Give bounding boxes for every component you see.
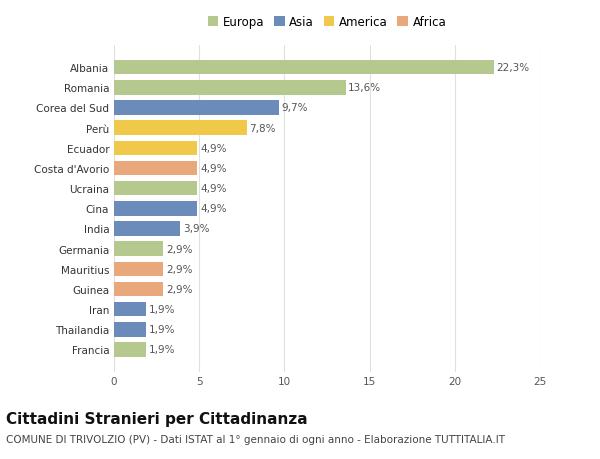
Text: 1,9%: 1,9%: [149, 325, 175, 335]
Bar: [114, 181, 197, 196]
Bar: [114, 61, 494, 75]
Bar: [114, 121, 247, 135]
Text: 4,9%: 4,9%: [200, 184, 227, 194]
Bar: [114, 302, 146, 317]
Text: 7,8%: 7,8%: [250, 123, 276, 133]
Bar: [114, 101, 279, 116]
Bar: [114, 242, 163, 256]
Bar: [114, 262, 163, 276]
Text: 4,9%: 4,9%: [200, 144, 227, 153]
Text: 2,9%: 2,9%: [166, 244, 193, 254]
Bar: [114, 141, 197, 156]
Text: 22,3%: 22,3%: [497, 63, 530, 73]
Bar: [114, 81, 346, 95]
Bar: [114, 202, 197, 216]
Text: 3,9%: 3,9%: [183, 224, 209, 234]
Text: Cittadini Stranieri per Cittadinanza: Cittadini Stranieri per Cittadinanza: [6, 411, 308, 426]
Text: 2,9%: 2,9%: [166, 285, 193, 294]
Bar: [114, 162, 197, 176]
Bar: [114, 282, 163, 297]
Text: 4,9%: 4,9%: [200, 163, 227, 174]
Bar: [114, 322, 146, 337]
Text: 2,9%: 2,9%: [166, 264, 193, 274]
Text: 4,9%: 4,9%: [200, 204, 227, 214]
Text: 9,7%: 9,7%: [282, 103, 308, 113]
Bar: [114, 342, 146, 357]
Legend: Europa, Asia, America, Africa: Europa, Asia, America, Africa: [208, 16, 446, 29]
Text: COMUNE DI TRIVOLZIO (PV) - Dati ISTAT al 1° gennaio di ogni anno - Elaborazione : COMUNE DI TRIVOLZIO (PV) - Dati ISTAT al…: [6, 434, 505, 444]
Bar: [114, 222, 181, 236]
Text: 13,6%: 13,6%: [348, 83, 382, 93]
Text: 1,9%: 1,9%: [149, 304, 175, 314]
Text: 1,9%: 1,9%: [149, 345, 175, 355]
